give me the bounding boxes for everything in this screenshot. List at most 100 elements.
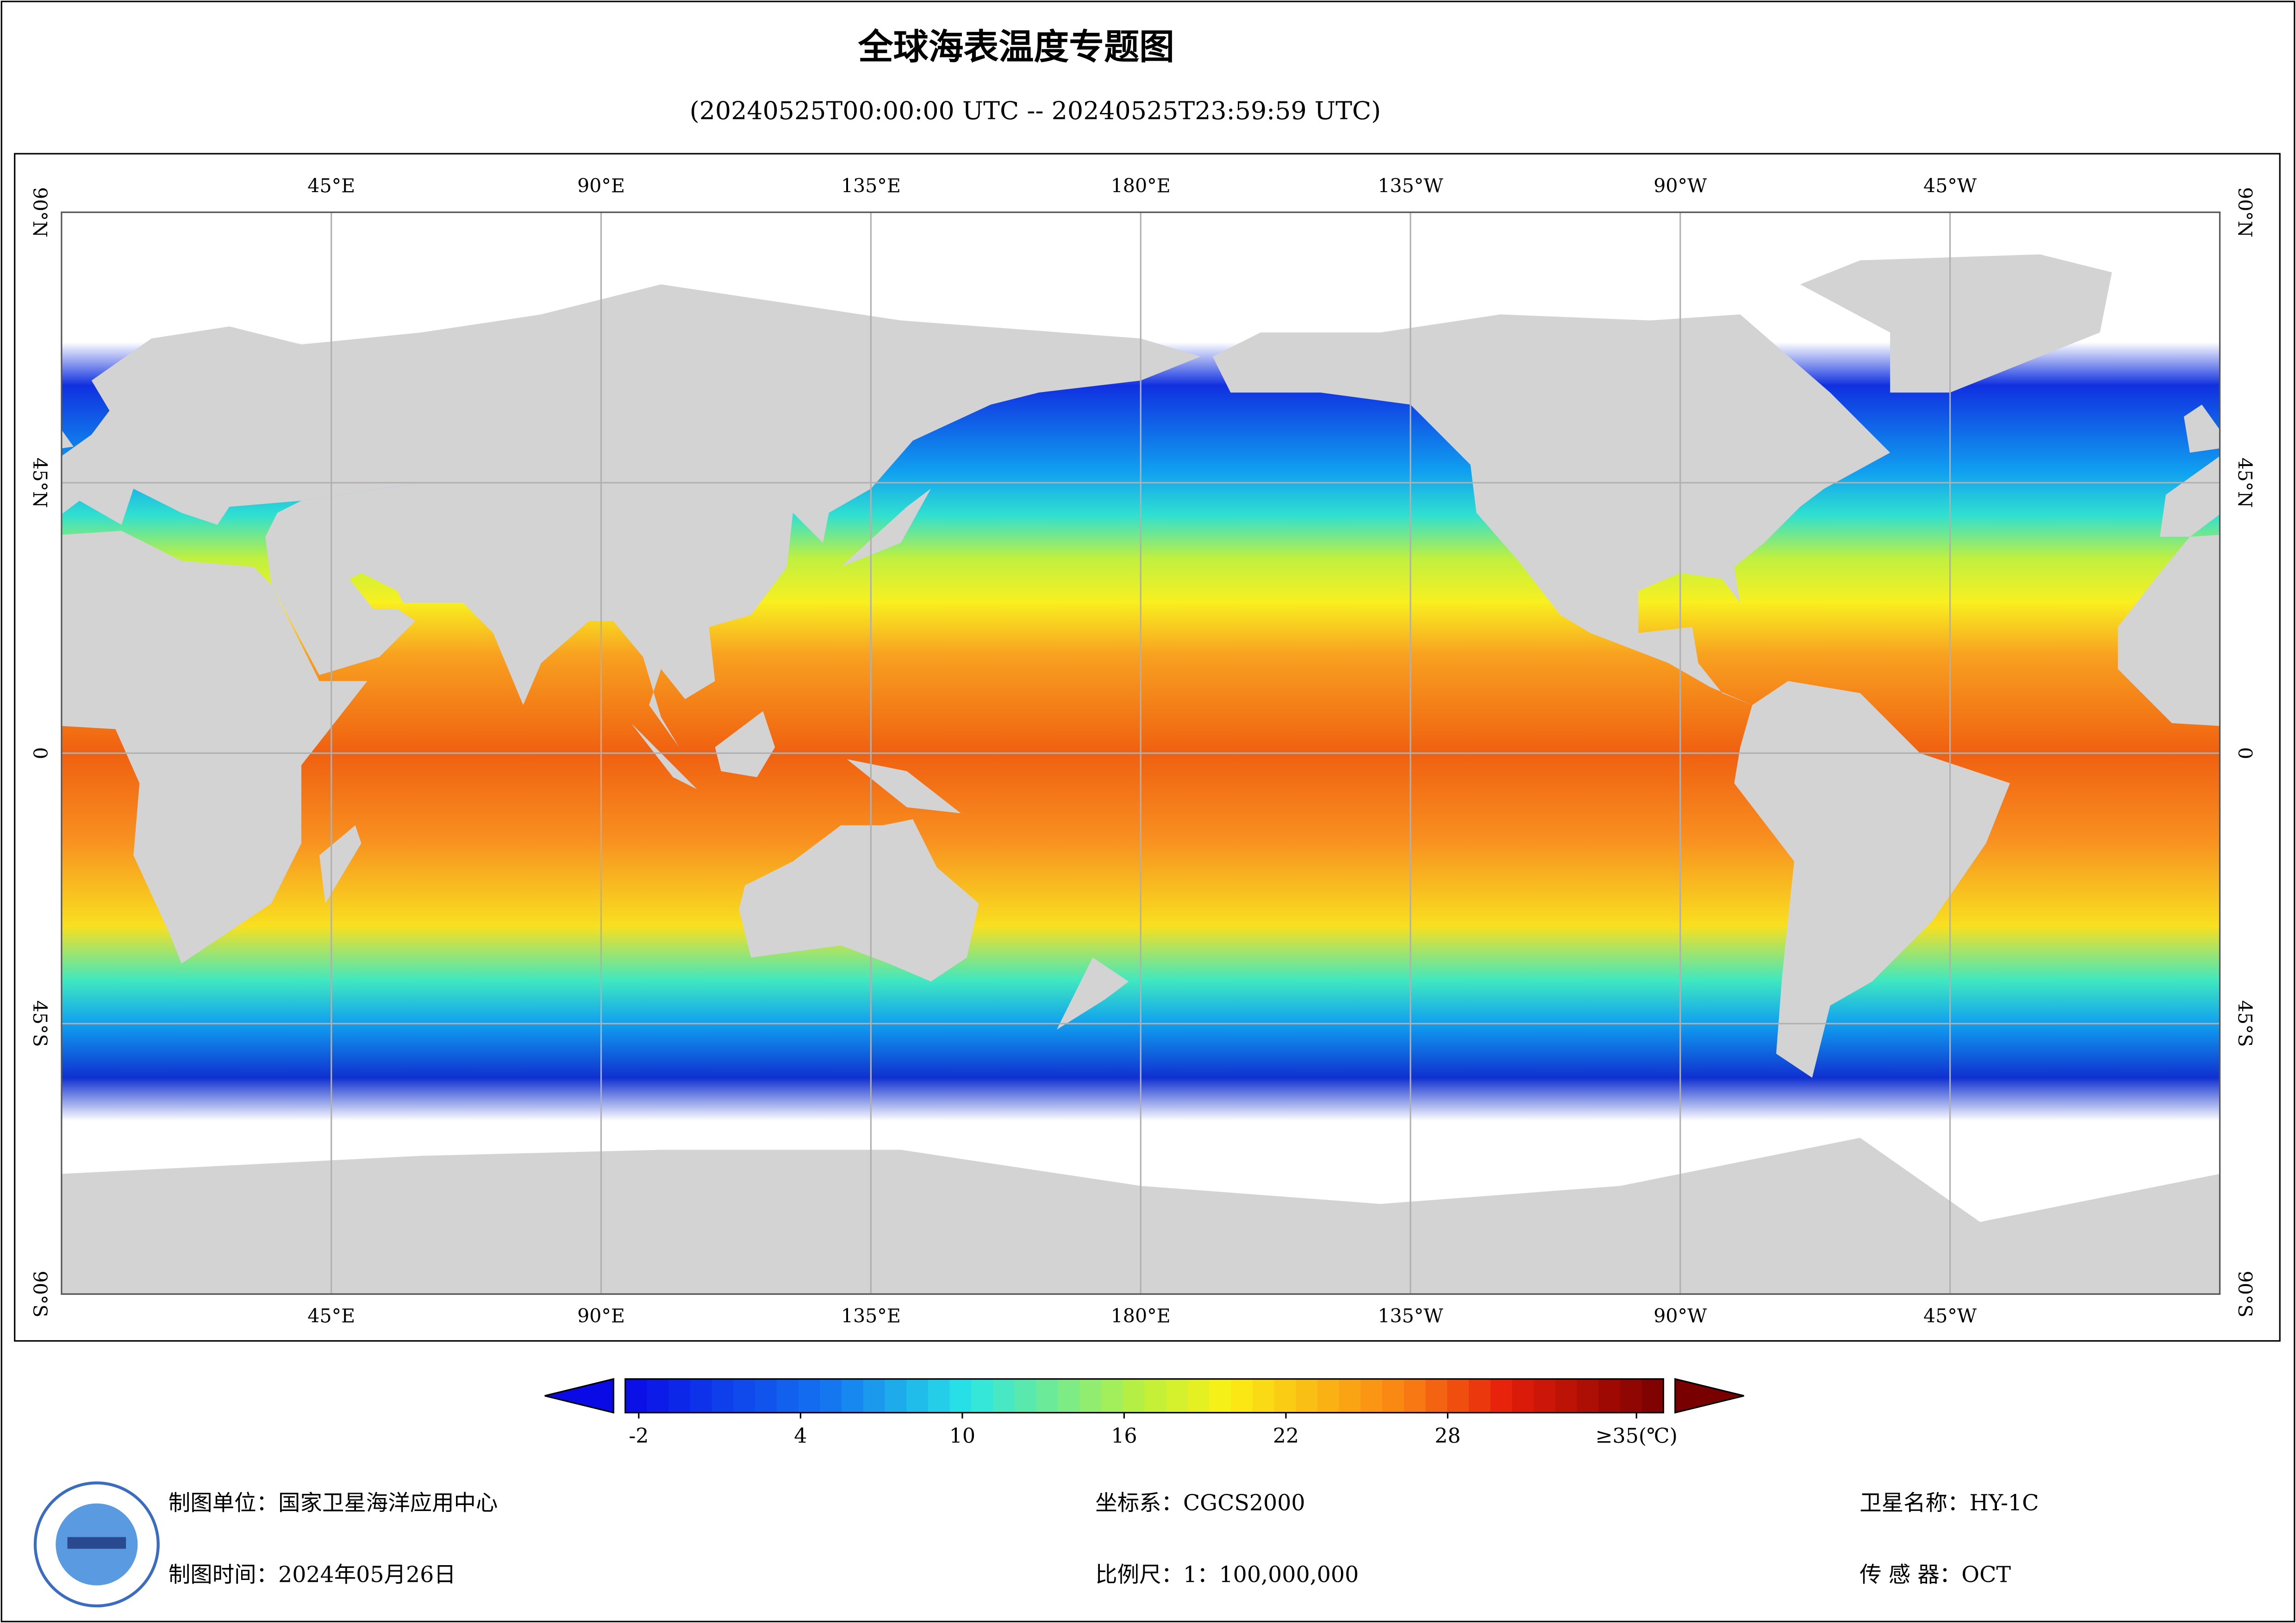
logo-satellite [67, 1537, 126, 1549]
title: 全球海表温度专题图 [858, 26, 1174, 68]
land [841, 489, 931, 567]
land [61, 429, 74, 448]
colorbar-tick-label: 4 [794, 1424, 807, 1448]
colorbar-cell [1274, 1379, 1297, 1413]
lat-label: 0 [29, 747, 51, 759]
colorbar-cell [1036, 1379, 1059, 1413]
colorbar-cell [1620, 1379, 1643, 1413]
colorbar-cell [1382, 1379, 1405, 1413]
colorbar-cell [820, 1379, 842, 1413]
colorbar-border [624, 1378, 1665, 1414]
colorbar-cell [1512, 1379, 1535, 1413]
logo [33, 1481, 160, 1608]
colorbar-cell [1079, 1379, 1102, 1413]
lon-label: 90°W [1653, 1305, 1707, 1327]
colorbar-cell [625, 1379, 648, 1413]
lon-label: 90°E [577, 1305, 625, 1327]
colorbar-cell [1230, 1379, 1254, 1413]
lat-label: 45°N [29, 458, 51, 508]
lon-label: 90°W [1653, 174, 1707, 197]
lat-label: 0 [2234, 747, 2256, 759]
colorbar-cell [928, 1379, 951, 1413]
colorbar-cell [1641, 1379, 1665, 1413]
colorbar-cell [647, 1379, 669, 1413]
subtitle: (20240525T00:00:00 UTC -- 20240525T23:59… [690, 96, 1381, 125]
colorbar-cell [1555, 1379, 1578, 1413]
colorbar-cell [1058, 1379, 1080, 1413]
footer-sensor: 传 感 器：OCT [1859, 1562, 2011, 1588]
map-frame [14, 153, 2281, 1342]
footer-unit: 制图单位：国家卫星海洋应用中心 [168, 1491, 498, 1516]
colorbar-cell [885, 1379, 907, 1413]
map-border [61, 211, 2221, 1295]
colorbar-cell [906, 1379, 929, 1413]
colorbar-cell [668, 1379, 691, 1413]
lon-label: 45°E [307, 1305, 355, 1327]
lat-label: 45°S [2234, 1000, 2256, 1047]
colorbar-tick-label: 22 [1273, 1424, 1299, 1448]
colorbar-tick-label: 16 [1111, 1424, 1137, 1448]
colorbar-min-arrow [544, 1378, 615, 1414]
colorbar-cell [776, 1379, 799, 1413]
lat-label: 90°N [29, 187, 51, 237]
lat-label: 90°N [2234, 187, 2256, 237]
lon-label: 45°W [1923, 1305, 1977, 1327]
colorbar-cell [971, 1379, 994, 1413]
graticule: 45°E 45°E 90°E 90°E 135°E 135°E 180°E 180°E 135°… [29, 174, 2256, 1327]
colorbar-cell [1404, 1379, 1427, 1413]
colorbar-cell [690, 1379, 713, 1413]
lon-label: 135°W [1378, 1305, 1443, 1327]
lon-label: 180°E [1111, 174, 1171, 197]
footer-date: 制图时间：2024年05月26日 [168, 1562, 456, 1588]
footer-satellite: 卫星名称：HY-1C [1859, 1491, 2039, 1516]
lon-label: 90°E [577, 174, 625, 197]
land [847, 759, 961, 814]
colorbar-cell [1490, 1379, 1513, 1413]
colorbar-cell [1144, 1379, 1167, 1413]
colorbar-tick-label: 10 [949, 1424, 975, 1448]
lat-label: 45°S [29, 1000, 51, 1047]
land [715, 711, 775, 777]
colorbar-cell [1468, 1379, 1491, 1413]
lon-label: 45°W [1923, 174, 1977, 197]
colorbar-cell [798, 1379, 821, 1413]
colorbar-cell [1339, 1379, 1361, 1413]
colorbar-cell [993, 1379, 1016, 1413]
lat-label: 90°S [29, 1271, 51, 1318]
lon-label: 180°E [1111, 1305, 1171, 1327]
colorbar-cell [949, 1379, 972, 1413]
land [1800, 254, 2112, 393]
colorbar-tick-label: ≥35(℃) [1595, 1424, 1677, 1448]
footer-crs: 坐标系：CGCS2000 [1095, 1491, 1305, 1516]
colorbar-cell [711, 1379, 734, 1413]
colorbar-cell [1534, 1379, 1556, 1413]
lon-label: 135°E [841, 174, 901, 197]
land [1734, 681, 2010, 1078]
lon-label: 45°E [307, 174, 355, 197]
colorbar-cell [1447, 1379, 1470, 1413]
lat-label: 90°S [2234, 1271, 2256, 1318]
colorbar-tick-label: 28 [1435, 1424, 1460, 1448]
land [2159, 456, 2220, 537]
land [631, 723, 697, 790]
land [1212, 314, 1890, 705]
colorbar-cell [733, 1379, 756, 1413]
colorbar-cell [1577, 1379, 1599, 1413]
colorbar-max-arrow [1674, 1378, 1744, 1414]
colorbar-cell [1360, 1379, 1383, 1413]
colorbar-cell [1317, 1379, 1340, 1413]
colorbar-cell [841, 1379, 864, 1413]
colorbar-cell [1425, 1379, 1448, 1413]
land [2184, 404, 2220, 453]
land [61, 530, 368, 964]
footer-scale: 比例尺：1：100,000,000 [1095, 1562, 1359, 1588]
colorbar-cell [1296, 1379, 1318, 1413]
colorbar-cell [1252, 1379, 1275, 1413]
land [1056, 957, 1129, 1030]
colorbar-cell [1014, 1379, 1037, 1413]
land [739, 819, 979, 982]
colorbar-cell [1166, 1379, 1189, 1413]
lon-label: 135°E [841, 1305, 901, 1327]
land [319, 825, 362, 904]
